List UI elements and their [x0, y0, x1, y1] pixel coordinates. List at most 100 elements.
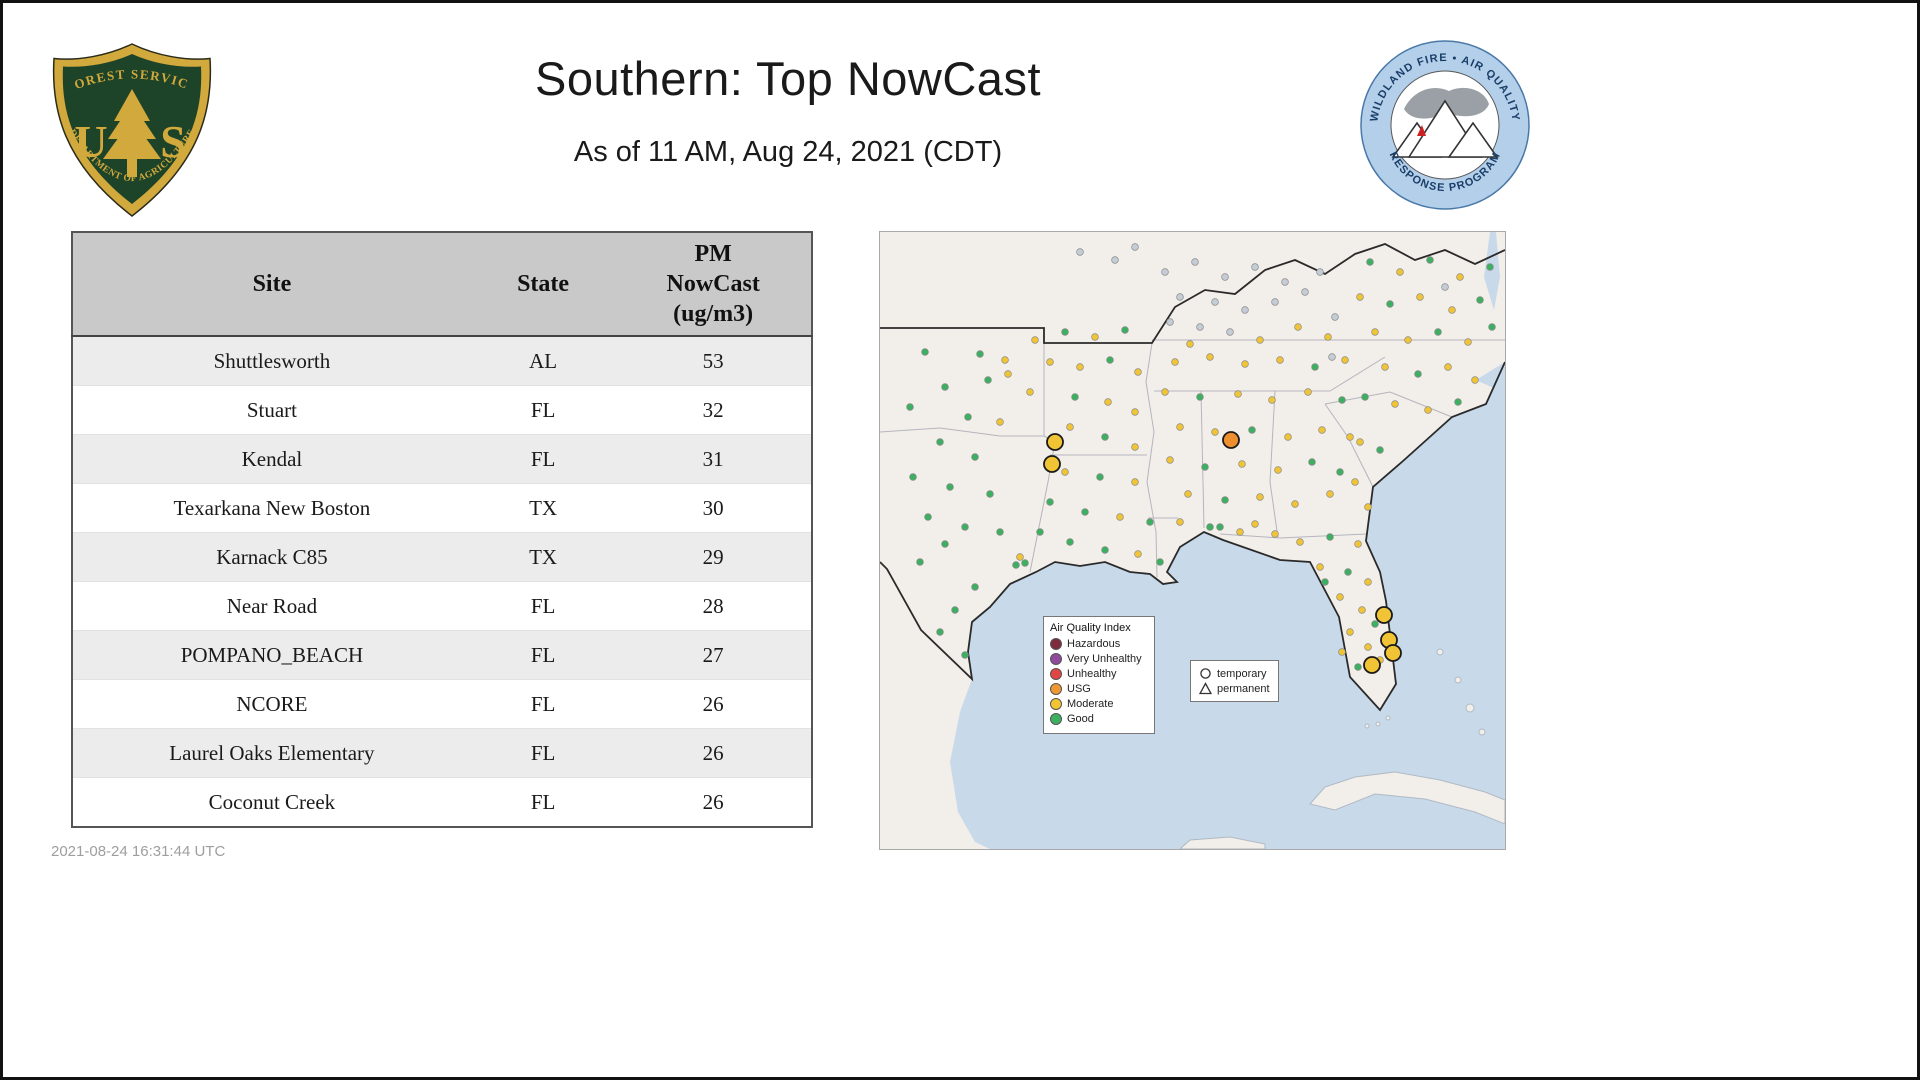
monitor-dot [1106, 356, 1114, 364]
monitor-dot [1454, 398, 1462, 406]
monitor-dot [1294, 323, 1302, 331]
monitor-dot [1012, 561, 1020, 569]
monitor-dot [1066, 538, 1074, 546]
monitor-dot [1241, 306, 1249, 314]
nowcast-table-container: Site State PM NowCast (ug/m3) Shuttleswo… [71, 231, 813, 828]
monitor-dot [941, 383, 949, 391]
monitor-dot [1161, 388, 1169, 396]
monitor-dot [1296, 538, 1304, 546]
value-cell: 32 [615, 385, 812, 435]
monitor-dot [1416, 293, 1424, 301]
table-row: NCORE FL 26 [72, 679, 812, 729]
generated-timestamp: 2021-08-24 16:31:44 UTC [51, 843, 226, 860]
monitor-dot [1256, 493, 1264, 501]
monitor-dot [1404, 336, 1412, 344]
temporary-monitor-dot [1363, 656, 1381, 674]
temporary-legend-row: temporary [1199, 667, 1270, 680]
monitor-dot [1381, 363, 1389, 371]
coastline [880, 361, 1505, 712]
table-row: Stuart FL 32 [72, 385, 812, 435]
monitor-dot [1364, 503, 1372, 511]
state-cell: FL [470, 630, 616, 680]
state-cell: FL [470, 728, 616, 778]
monitor-dot [1426, 256, 1434, 264]
islands [1364, 648, 1486, 736]
monitor-dot [1241, 360, 1249, 368]
monitor-dot [1176, 293, 1184, 301]
monitor-dot [1316, 563, 1324, 571]
aqi-legend-title: Air Quality Index [1050, 622, 1131, 634]
col-header-pm: PM NowCast (ug/m3) [615, 232, 812, 337]
monitor-dot [1304, 388, 1312, 396]
legend-label: Hazardous [1067, 638, 1121, 650]
monitor-dot [996, 528, 1004, 536]
region-outline [880, 243, 1505, 344]
permanent-legend-row: permanent [1198, 682, 1270, 695]
temporary-monitor-dot [1043, 455, 1061, 473]
monitor-dot [1206, 353, 1214, 361]
monitor-dot [1358, 606, 1366, 614]
site-cell: NCORE [72, 679, 471, 729]
monitor-dot [1096, 473, 1104, 481]
permanent-triangle-icon [1198, 682, 1213, 695]
monitor-dot [1354, 663, 1362, 671]
yucatan [1179, 836, 1266, 849]
wfaqrp-logo: WILDLAND FIRE • AIR QUALITY RESPONSE PRO… [1360, 40, 1530, 210]
value-cell: 26 [615, 728, 812, 778]
state-cell: FL [470, 679, 616, 729]
monitor-dot [1268, 396, 1276, 404]
monitor-dot [976, 350, 984, 358]
nowcast-table-body: Shuttlesworth AL 53 Stuart FL 32 Kendal FL 31 Tex… [72, 335, 812, 827]
monitor-dot [1186, 340, 1194, 348]
pine-tree-icon [103, 89, 161, 177]
value-cell: 28 [615, 581, 812, 631]
monitor-dot [1036, 528, 1044, 536]
monitor-dot [1364, 643, 1372, 651]
site-cell: Near Road [72, 581, 471, 631]
temporary-label: temporary [1217, 667, 1267, 680]
monitor-dot [1311, 363, 1319, 371]
monitor-dot [1131, 243, 1139, 251]
monitor-dot [1161, 268, 1169, 276]
monitor-dot [1226, 328, 1234, 336]
monitor-dot [984, 376, 992, 384]
monitor-dot [1156, 558, 1164, 566]
monitor-dot [1166, 318, 1174, 326]
table-row: Kendal FL 31 [72, 434, 812, 484]
monitor-dot [1256, 336, 1264, 344]
state-cell: AL [470, 335, 616, 386]
value-cell: 26 [615, 679, 812, 729]
monitor-dot [1336, 593, 1344, 601]
monitor-dot [1191, 258, 1199, 266]
monitor-dot [1344, 568, 1352, 576]
page-subtitle: As of 11 AM, Aug 24, 2021 (CDT) [573, 136, 1003, 168]
monitor-dot [1346, 433, 1354, 441]
monitor-dot [1448, 306, 1456, 314]
monitor-dot [1111, 256, 1119, 264]
monitor-dot [1104, 398, 1112, 406]
monitor-dot [971, 453, 979, 461]
monitor-dot [951, 606, 959, 614]
monitor-dot [1076, 248, 1084, 256]
monitor-dot [1211, 298, 1219, 306]
table-header-row: Site State PM NowCast (ug/m3) [72, 232, 812, 337]
monitor-dot [916, 558, 924, 566]
monitor-dot [1251, 520, 1259, 528]
monitor-dot [1324, 333, 1332, 341]
monitor-dot [1336, 468, 1344, 476]
legend-item: Good [1050, 713, 1148, 725]
monitor-dot [1471, 376, 1479, 384]
table-row: Texarkana New Boston TX 30 [72, 483, 812, 533]
site-cell: POMPANO_BEACH [72, 630, 471, 680]
legend-label: Very Unhealthy [1067, 653, 1142, 665]
legend-color-dot [1050, 698, 1062, 710]
monitor-dot [1221, 496, 1229, 504]
legend-color-dot [1050, 638, 1062, 650]
state-cell: TX [470, 483, 616, 533]
monitor-dot [1281, 278, 1289, 286]
monitor-dot [1464, 338, 1472, 346]
monitor-dot [1238, 460, 1246, 468]
legend-color-dot [1050, 713, 1062, 725]
mountains-icon [1391, 99, 1499, 158]
monitor-dot [1171, 358, 1179, 366]
